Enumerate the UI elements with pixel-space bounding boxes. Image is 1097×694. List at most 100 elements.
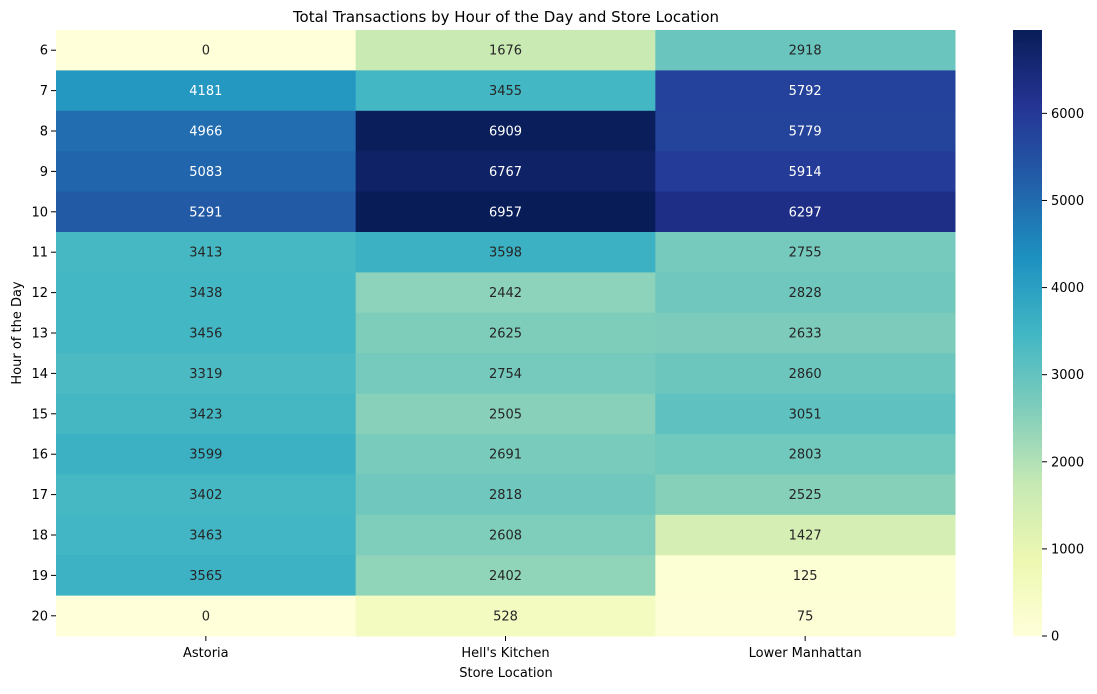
cell-value-label: 3456 <box>189 327 222 342</box>
heatmap-cell <box>655 191 956 233</box>
cell-value-label: 4181 <box>189 84 222 99</box>
cell-value-label: 2633 <box>789 327 822 342</box>
heatmap-cell <box>355 151 656 193</box>
heatmap-cells <box>56 30 956 637</box>
cell-value-label: 2918 <box>789 44 822 59</box>
heatmap-cell <box>655 151 956 193</box>
cell-value-label: 75 <box>797 609 814 624</box>
cell-value-label: 3455 <box>489 84 522 99</box>
cell-value-label: 3319 <box>189 367 222 382</box>
cell-value-label: 2754 <box>489 367 522 382</box>
heatmap-cell <box>355 393 656 435</box>
heatmap-cell <box>56 434 357 475</box>
x-axis: Astoria Hell's Kitchen Lower Manhattan <box>183 636 862 661</box>
y-tick-label: 12 <box>31 286 48 301</box>
heatmap-cell <box>655 272 956 314</box>
cell-value-label: 3463 <box>189 529 222 544</box>
heatmap-cell <box>655 434 956 475</box>
cell-value-label: 2755 <box>789 246 822 261</box>
cell-value-label: 5291 <box>189 205 222 220</box>
heatmap-cell <box>655 353 956 395</box>
heatmap-cell <box>655 110 956 152</box>
colorbar-tick-label: 0 <box>1051 630 1059 645</box>
cell-value-label: 6957 <box>489 205 522 220</box>
cell-value-label: 2442 <box>489 286 522 301</box>
heatmap-cell <box>56 110 357 152</box>
heatmap-cell <box>655 70 956 112</box>
heatmap-cell <box>655 555 956 597</box>
heatmap-cell <box>355 555 656 597</box>
heatmap-annotations: 0 1676 2918 4181 3455 5792 4966 6909 5779 5083 676… <box>189 44 821 625</box>
heatmap-cell <box>56 232 357 273</box>
cell-value-label: 5914 <box>789 165 822 180</box>
cell-value-label: 1676 <box>489 44 522 59</box>
colorbar: 0 1000 2000 3000 4000 5000 6000 <box>1013 30 1084 645</box>
heatmap-cell <box>56 474 357 516</box>
cell-value-label: 0 <box>202 44 210 59</box>
y-axis-label: Hour of the Day <box>10 281 25 385</box>
y-tick-label: 17 <box>31 488 48 503</box>
cell-value-label: 5083 <box>189 165 222 180</box>
cell-value-label: 2505 <box>489 407 522 422</box>
heatmap-cell <box>655 232 956 273</box>
heatmap-cell <box>355 595 656 637</box>
chart-title: Total Transactions by Hour of the Day an… <box>292 8 719 26</box>
heatmap-cell <box>355 30 656 71</box>
heatmap-cell <box>355 272 656 314</box>
heatmap-cell <box>355 70 656 112</box>
y-tick-label: 7 <box>40 84 48 99</box>
colorbar-tick-label: 6000 <box>1051 107 1084 122</box>
cell-value-label: 2625 <box>489 327 522 342</box>
colorbar-tick-label: 3000 <box>1051 368 1084 383</box>
heatmap-cell <box>56 555 357 597</box>
cell-value-label: 2818 <box>489 488 522 503</box>
cell-value-label: 3402 <box>189 488 222 503</box>
heatmap-cell <box>56 393 357 435</box>
cell-value-label: 4966 <box>189 125 222 140</box>
y-tick-label: 16 <box>31 448 48 463</box>
cell-value-label: 3599 <box>189 448 222 463</box>
cell-value-label: 2608 <box>489 529 522 544</box>
colorbar-gradient <box>1013 30 1042 636</box>
heatmap-cell <box>355 353 656 395</box>
y-tick-label: 6 <box>40 44 48 59</box>
colorbar-ticks: 0 1000 2000 3000 4000 5000 6000 <box>1042 107 1084 645</box>
cell-value-label: 3438 <box>189 286 222 301</box>
y-tick-label: 19 <box>31 569 48 584</box>
cell-value-label: 5779 <box>789 125 822 140</box>
y-tick-label: 20 <box>31 609 48 624</box>
y-tick-label: 15 <box>31 407 48 422</box>
heatmap-cell <box>355 514 656 556</box>
cell-value-label: 528 <box>493 609 518 624</box>
x-tick-label: Hell's Kitchen <box>461 646 549 661</box>
cell-value-label: 3565 <box>189 569 222 584</box>
cell-value-label: 2691 <box>489 448 522 463</box>
heatmap-cell <box>56 70 357 112</box>
heatmap-cell <box>655 595 956 637</box>
heatmap-cell <box>56 353 357 395</box>
heatmap-cell <box>56 312 357 354</box>
heatmap-cell <box>355 232 656 273</box>
colorbar-tick-label: 4000 <box>1051 281 1084 296</box>
heatmap-cell <box>56 514 357 556</box>
y-tick-label: 13 <box>31 327 48 342</box>
heatmap-cell <box>56 272 357 314</box>
heatmap-cell <box>355 191 656 233</box>
cell-value-label: 6767 <box>489 165 522 180</box>
x-tick-label: Lower Manhattan <box>749 646 862 661</box>
y-tick-label: 8 <box>40 125 48 140</box>
y-tick-label: 18 <box>31 529 48 544</box>
heatmap-cell <box>355 110 656 152</box>
cell-value-label: 2860 <box>789 367 822 382</box>
cell-value-label: 2402 <box>489 569 522 584</box>
x-axis-label: Store Location <box>459 666 552 681</box>
heatmap-cell <box>655 514 956 556</box>
heatmap-cell <box>56 30 357 71</box>
y-tick-label: 14 <box>31 367 48 382</box>
cell-value-label: 3413 <box>189 246 222 261</box>
colorbar-tick-label: 2000 <box>1051 455 1084 470</box>
cell-value-label: 6909 <box>489 125 522 140</box>
cell-value-label: 6297 <box>789 205 822 220</box>
